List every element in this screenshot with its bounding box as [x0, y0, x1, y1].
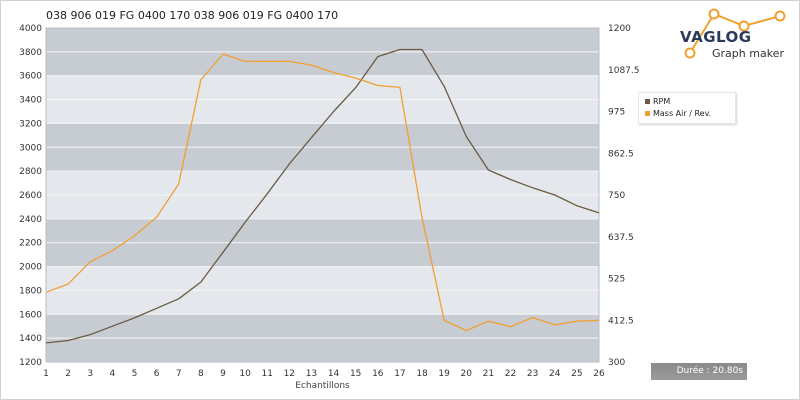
y-left-tick-label: 2200 [19, 239, 42, 249]
x-tick-label: 9 [220, 369, 226, 379]
x-tick-label: 3 [87, 369, 93, 379]
x-axis-label: Echantillons [295, 381, 350, 391]
y-left-tick-label: 2400 [19, 215, 42, 225]
x-tick-label: 18 [416, 369, 428, 379]
x-tick-label: 14 [328, 369, 340, 379]
y-right-tick-label: 1087.5 [608, 66, 640, 76]
y-left-tick-label: 2600 [19, 191, 42, 201]
x-tick-label: 12 [284, 369, 295, 379]
grid-band [46, 266, 599, 291]
x-tick-label: 19 [438, 369, 450, 379]
y-left-tick-label: 1600 [19, 310, 42, 320]
chart-legend: RPM Mass Air / Rev. [638, 92, 736, 124]
y-left-tick-label: 3400 [19, 96, 42, 106]
y-right-tick-label: 300 [608, 358, 625, 368]
x-tick-label: 26 [593, 369, 605, 379]
x-tick-label: 17 [394, 369, 405, 379]
y-right-tick-label: 975 [608, 108, 625, 118]
duration-badge: Durée : 20.80s [651, 363, 747, 380]
grid-band [46, 51, 599, 76]
grid-band [46, 28, 599, 52]
x-tick-label: 21 [483, 369, 494, 379]
grid-band [46, 171, 599, 195]
legend-item-maf: Mass Air / Rev. [645, 109, 711, 119]
y-left-tick-label: 3000 [19, 143, 42, 153]
x-tick-label: 25 [571, 369, 582, 379]
grid-band [46, 75, 599, 100]
x-tick-label: 24 [549, 369, 561, 379]
grid-band [46, 195, 599, 219]
legend-swatch-maf [645, 111, 650, 116]
x-tick-label: 6 [154, 369, 160, 379]
x-tick-label: 23 [527, 369, 538, 379]
y-right-tick-label: 750 [608, 191, 625, 201]
y-right-tick-label: 412.5 [608, 316, 634, 326]
y-left-tick-label: 3800 [19, 48, 42, 58]
x-tick-label: 5 [132, 369, 138, 379]
y-left-tick-label: 2000 [19, 263, 42, 273]
y-left-tick-label: 2800 [19, 167, 42, 177]
y-right-tick-label: 525 [608, 275, 625, 285]
y-left-tick-label: 1400 [19, 334, 42, 344]
x-tick-label: 10 [239, 369, 251, 379]
x-tick-label: 16 [372, 369, 384, 379]
y-left-tick-label: 4000 [19, 24, 42, 34]
x-tick-label: 8 [198, 369, 204, 379]
x-tick-label: 11 [261, 369, 272, 379]
x-tick-label: 2 [65, 369, 71, 379]
y-left-tick-label: 1200 [19, 358, 42, 368]
grid-band [46, 123, 599, 148]
series-line-maf [45, 53, 600, 332]
grid-band [46, 290, 599, 315]
vaglog-logo-icon [684, 8, 786, 59]
grid-band [46, 218, 599, 243]
x-tick-label: 20 [461, 369, 473, 379]
y-right-tick-label: 1200 [608, 24, 631, 34]
grid-band [46, 147, 599, 172]
x-tick-label: 15 [350, 369, 361, 379]
chart-title: 038 906 019 FG 0400 170 038 906 019 FG 0… [46, 9, 339, 22]
grid-band [46, 99, 599, 124]
y-right-tick-label: 637.5 [608, 233, 634, 243]
logo-brand: VAGLOG [680, 28, 752, 46]
x-tick-label: 22 [505, 369, 516, 379]
grid-band [46, 314, 599, 339]
series-line-rpm [45, 48, 600, 344]
grid-band [46, 338, 599, 362]
grid-band [46, 242, 599, 267]
legend-label-maf: Mass Air / Rev. [653, 109, 712, 118]
y-left-tick-label: 3200 [19, 119, 42, 129]
plot-area [45, 27, 600, 363]
x-tick-label: 1 [43, 369, 49, 379]
x-tick-label: 4 [109, 369, 115, 379]
y-left-tick-label: 3600 [19, 72, 42, 82]
x-tick-label: 7 [176, 369, 182, 379]
legend-swatch-rpm [645, 99, 650, 104]
legend-label-rpm: RPM [653, 97, 671, 106]
legend-item-rpm: RPM [645, 97, 670, 107]
y-right-tick-label: 862.5 [608, 149, 634, 159]
y-left-tick-label: 1800 [19, 286, 42, 296]
logo-subtitle: Graph maker [712, 47, 784, 60]
x-tick-label: 13 [306, 369, 317, 379]
